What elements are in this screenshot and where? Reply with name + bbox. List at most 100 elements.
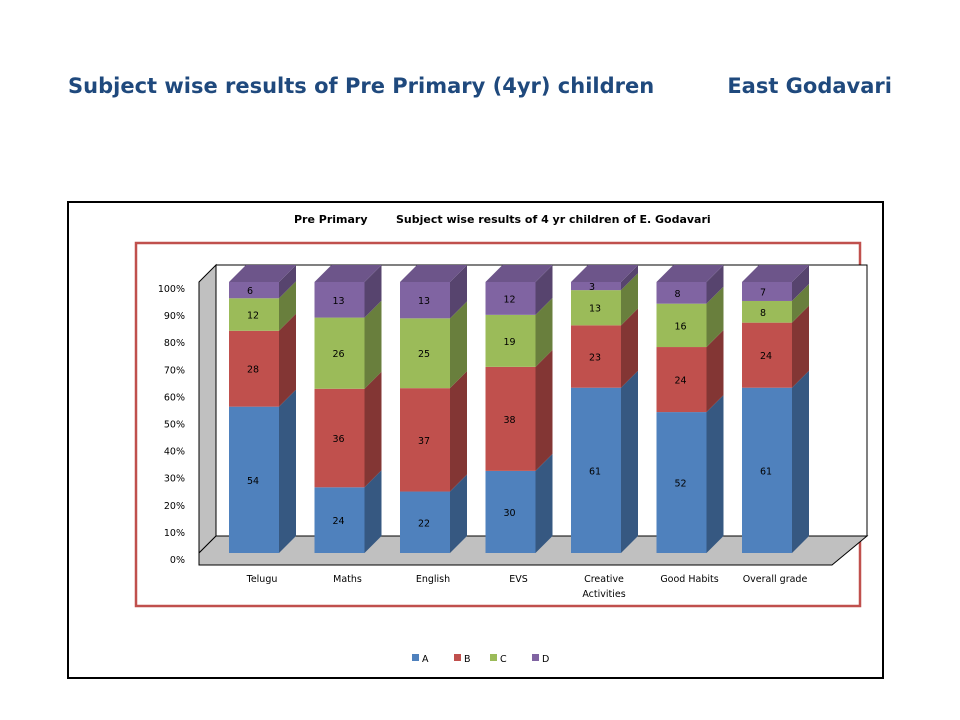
bar-side-a (450, 474, 467, 553)
bar-segment-a (314, 487, 365, 553)
bar-top (485, 265, 553, 282)
legend-swatch-d (532, 654, 539, 661)
legend-label-d: D (542, 654, 549, 665)
chart-title-left: Pre Primary (294, 213, 368, 226)
data-label: 24 (675, 376, 687, 387)
data-label: 24 (333, 516, 345, 527)
data-label: 61 (760, 466, 772, 477)
x-tick-label: EVS (509, 574, 528, 585)
bar-segment-c (485, 314, 536, 367)
bar-side-b (364, 371, 382, 488)
x-tick-label: Maths (333, 574, 362, 585)
data-label: 19 (504, 337, 516, 348)
bar-segment-d (656, 282, 707, 304)
bar-segment-b (229, 330, 279, 407)
data-label: 23 (589, 353, 601, 364)
y-tick-label: 60% (164, 392, 185, 403)
bar-side-a (792, 370, 809, 553)
side-wall (198, 263, 217, 555)
legend-label-c: C (500, 654, 507, 665)
bar-side-a (621, 370, 638, 553)
data-label: 8 (675, 289, 681, 300)
data-label: 24 (760, 351, 772, 362)
bar-segment-b (485, 366, 536, 471)
y-tick-label: 40% (164, 447, 185, 458)
legend-swatch-b (454, 654, 461, 661)
data-label: 61 (589, 466, 601, 477)
bar-side-b (706, 330, 724, 413)
data-label: 13 (418, 296, 430, 307)
bar-side-c (621, 273, 638, 326)
bar-segment-a (400, 491, 450, 553)
bar-top (656, 265, 724, 282)
bar-segment-c (656, 303, 707, 348)
bar-side-a (706, 395, 724, 553)
bar-side-c (706, 286, 724, 348)
y-tick-label: 100% (158, 284, 185, 295)
bar-segment-b (571, 325, 621, 388)
bar-side-b (792, 305, 809, 388)
bar-segment-c (571, 290, 621, 326)
legend-label-a: A (422, 654, 429, 665)
bar-top (742, 265, 809, 282)
bar-segment-d (229, 282, 279, 299)
bar-side-d (279, 265, 296, 299)
y-tick-label: 20% (164, 501, 185, 512)
bar-segment-b (742, 322, 792, 388)
data-label: 8 (760, 308, 766, 319)
bar-side-c (279, 281, 296, 331)
data-label: 28 (247, 365, 259, 376)
x-tick-label: Telugu (246, 574, 278, 585)
y-tick-label: 50% (164, 420, 185, 431)
bar-side-b (535, 349, 553, 471)
data-label: 3 (589, 282, 595, 293)
bar-segment-d (314, 282, 365, 318)
data-label: 6 (247, 286, 253, 297)
data-label: 13 (589, 304, 601, 315)
bar-segment-d (742, 282, 792, 301)
x-tick-label: Good Habits (660, 574, 718, 585)
bar-segment-d (571, 282, 621, 291)
bar-top (314, 265, 382, 282)
data-label: 13 (333, 296, 345, 307)
bar-side-c (792, 283, 809, 323)
data-label: 54 (247, 476, 259, 487)
data-label: 22 (418, 518, 430, 529)
bar-top (400, 265, 467, 282)
bar-segment-d (400, 282, 450, 319)
y-tick-label: 30% (164, 474, 185, 485)
bar-side-b (279, 313, 296, 407)
legend-swatch-c (490, 654, 497, 661)
data-label: 30 (504, 508, 516, 519)
x-tick-label: Overall grade (743, 574, 808, 585)
data-label: 7 (760, 287, 766, 298)
slide-title-region: East Godavari (727, 74, 892, 98)
data-label: 52 (675, 479, 687, 490)
data-label: 26 (333, 349, 345, 360)
bar-top (229, 265, 296, 282)
legend-label-b: B (464, 654, 471, 665)
data-label: 36 (333, 434, 345, 445)
bar-segment-b (656, 347, 707, 413)
bar-side-c (450, 301, 467, 389)
bar-side-d (535, 265, 553, 315)
bar-segment-d (485, 282, 536, 315)
y-tick-label: 90% (164, 311, 185, 322)
bar-side-a (535, 453, 553, 553)
bar-segment-a (656, 412, 707, 553)
bar-side-d (621, 265, 638, 291)
y-tick-label: 70% (164, 365, 185, 376)
data-label: 37 (418, 436, 430, 447)
bar-segment-a (485, 470, 536, 553)
bar-top (571, 265, 638, 282)
legend-swatch-a (412, 654, 419, 661)
bar-side-a (279, 389, 296, 553)
bar-segment-c (314, 317, 365, 389)
chart-title-right: Subject wise results of 4 yr children of… (396, 213, 711, 226)
slide-title-main: Subject wise results of Pre Primary (4yr… (68, 74, 655, 98)
bar-segment-c (229, 298, 279, 331)
bar-side-d (364, 265, 382, 318)
x-tick-label: Activities (582, 589, 625, 600)
bar-side-d (706, 265, 724, 304)
